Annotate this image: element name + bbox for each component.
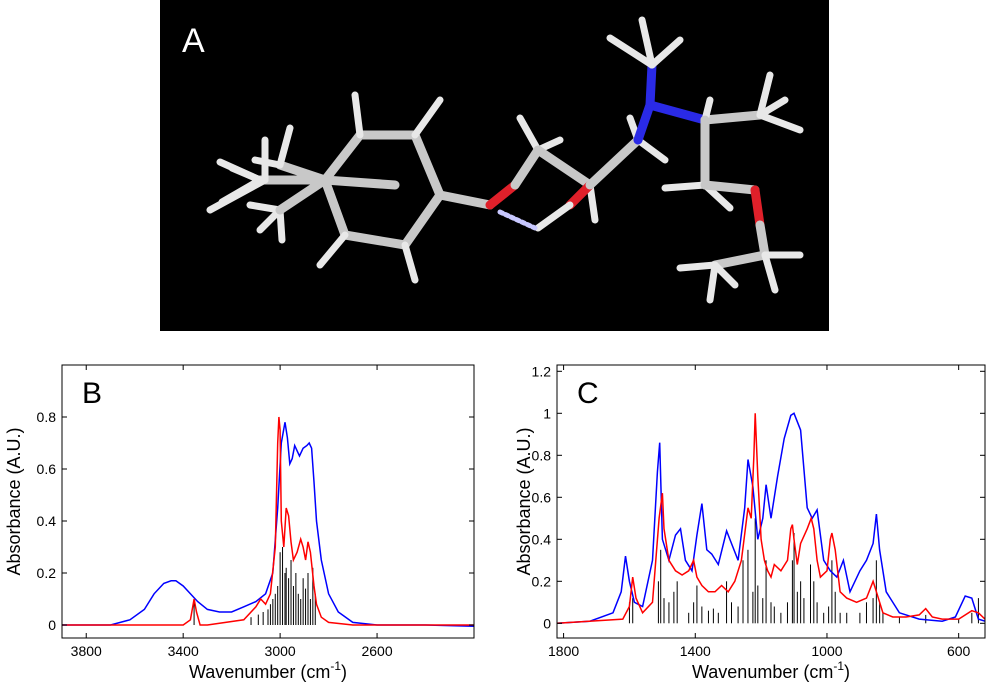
series-line — [62, 422, 474, 628]
carbon-bond — [533, 145, 595, 190]
y-tick-label: 1 — [543, 405, 551, 421]
oxygen-bond — [750, 185, 765, 230]
carbon-bond — [710, 250, 770, 270]
x-tick-label: 2600 — [361, 643, 392, 659]
y-tick-label: 0 — [48, 617, 56, 633]
y-tick-label: 0.8 — [37, 409, 57, 425]
x-tick-label: 600 — [947, 643, 971, 659]
y-tick-label: 0.6 — [532, 489, 552, 505]
panel-label-a: A — [182, 22, 205, 60]
carbon-bond — [585, 135, 643, 190]
oxygen-bond — [485, 180, 520, 210]
series-line — [557, 412, 985, 625]
stick-spectrum — [193, 547, 316, 625]
x-axis-label-main: Wavenumber (cm — [189, 662, 330, 682]
hydrogen-bond — [276, 206, 286, 244]
x-axis-label: Wavenumber (cm-1) — [189, 659, 347, 682]
x-axis-label: Wavenumber (cm-1) — [692, 659, 850, 682]
hydrogen-bond — [351, 91, 364, 139]
y-tick-label: 0.4 — [37, 513, 57, 529]
x-tick-label: 3400 — [168, 643, 199, 659]
y-tick-label: 0.2 — [37, 565, 57, 581]
carbon-bond — [410, 130, 445, 200]
carbon-bond — [340, 230, 410, 250]
hydrogen-bond — [256, 206, 284, 234]
hydrogen-bond — [756, 96, 789, 119]
plot-frame — [556, 364, 986, 639]
carbon-bond — [700, 180, 760, 195]
x-tick-label: 1800 — [548, 643, 579, 659]
panel-label-c: C — [577, 377, 599, 410]
carbon-bond — [320, 175, 350, 240]
stick-spectrum — [628, 518, 979, 624]
carbon-bond — [510, 145, 543, 190]
nitrogen-bond — [645, 60, 657, 110]
carbon-bond — [320, 130, 365, 185]
hydrogen-bond — [411, 96, 444, 139]
y-tick-label: 1.2 — [532, 363, 552, 379]
carbon-bond — [275, 160, 330, 185]
x-axis-label-main: Wavenumber (cm — [692, 662, 833, 682]
hydrogen-bond — [711, 261, 739, 289]
hydrogen-bond — [634, 136, 669, 164]
hydrogen-bond — [516, 114, 542, 154]
y-tick-label: 0.6 — [37, 461, 57, 477]
hydrogen-bond — [206, 176, 269, 214]
hydrogen-bond — [276, 124, 294, 169]
hydrogen-bond — [316, 231, 349, 269]
ir-spectrum-chart-b: 3800 3400 3000 2600 0 0.2 0.4 0.6 0.8 Wavenumber … — [4, 364, 475, 682]
y-tick-label: 0.4 — [532, 531, 552, 547]
hydrogen-bond — [246, 201, 284, 214]
hydrogen-bond — [661, 181, 709, 192]
carbon-bond — [700, 110, 765, 125]
hydrogen-bond — [756, 111, 804, 134]
hydrogen-bond — [606, 34, 656, 69]
hydrogen-bond — [648, 36, 684, 69]
oxygen-bond — [565, 180, 595, 210]
y-tick-label: 0 — [543, 615, 551, 631]
x-axis-label-sup: -1 — [330, 659, 341, 673]
series-line — [62, 416, 474, 626]
carbon-bond — [275, 175, 330, 215]
series-line — [557, 413, 985, 625]
hydrogen-bond — [706, 261, 719, 304]
molecule-structure: A — [182, 16, 804, 304]
hydrogen-bond — [638, 16, 656, 69]
y-axis-label: Absorbance (A.U.) — [4, 427, 24, 575]
plot-frame — [61, 364, 475, 639]
x-axis-label-end: ) — [844, 662, 850, 682]
x-axis-label-sup: -1 — [833, 659, 844, 673]
hydrogen-bond — [756, 71, 774, 119]
y-tick-label: 0.8 — [532, 447, 552, 463]
hydrogen-bond — [497, 209, 538, 231]
panel-label-b: B — [82, 377, 102, 410]
x-tick-label: 1400 — [680, 643, 711, 659]
hydrogen-bond — [586, 181, 599, 224]
hydrogen-bond — [228, 164, 264, 184]
carbon-bond — [320, 175, 400, 190]
hydrogen-bond — [534, 201, 574, 232]
hydrogen-bond — [676, 261, 719, 272]
molecule-panel: A — [160, 0, 829, 331]
x-tick-label: 1000 — [811, 643, 842, 659]
y-axis-label: Absorbance (A.U.) — [514, 427, 534, 575]
x-tick-label: 3800 — [71, 643, 102, 659]
carbon-bond — [400, 190, 445, 250]
carbon-bond — [435, 190, 495, 210]
x-axis-label-end: ) — [341, 662, 347, 682]
nitrogen-bond — [633, 100, 655, 145]
x-tick-label: 3000 — [265, 643, 296, 659]
carbon-bond — [755, 220, 770, 260]
y-tick-label: 0.2 — [532, 573, 552, 589]
hydrogen-bond — [401, 241, 419, 284]
hydrogen-bond — [761, 251, 779, 294]
ir-spectrum-chart-c: 1800 1400 1000 600 0 0.2 0.4 0.6 0.8 1 1.2 Wavenumb… — [514, 363, 986, 682]
hydrogen-bond — [251, 156, 284, 169]
nitrogen-bond — [645, 100, 710, 125]
